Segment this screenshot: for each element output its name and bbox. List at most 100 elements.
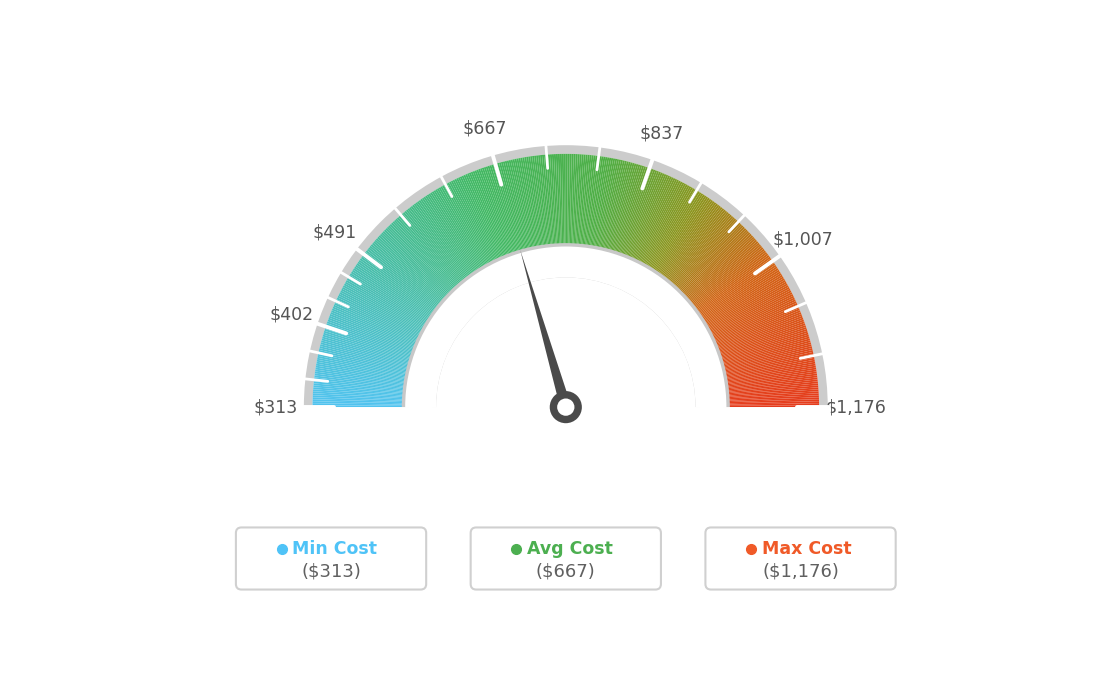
Wedge shape — [359, 260, 435, 315]
Wedge shape — [722, 346, 813, 370]
Wedge shape — [576, 155, 584, 247]
Wedge shape — [348, 277, 428, 326]
Wedge shape — [726, 400, 819, 404]
Wedge shape — [670, 215, 732, 286]
Wedge shape — [622, 170, 656, 257]
Wedge shape — [355, 265, 433, 318]
Wedge shape — [724, 364, 816, 381]
Wedge shape — [718, 325, 806, 356]
Wedge shape — [582, 155, 594, 248]
Wedge shape — [681, 231, 750, 296]
Wedge shape — [720, 337, 809, 364]
Wedge shape — [382, 231, 450, 296]
Wedge shape — [314, 387, 405, 396]
Wedge shape — [710, 296, 794, 337]
Wedge shape — [648, 189, 697, 270]
Wedge shape — [481, 168, 513, 255]
Wedge shape — [726, 397, 819, 402]
Wedge shape — [562, 154, 564, 246]
Wedge shape — [329, 316, 416, 351]
Wedge shape — [491, 164, 520, 254]
Wedge shape — [548, 155, 555, 247]
Wedge shape — [319, 348, 410, 371]
Wedge shape — [609, 164, 637, 253]
Wedge shape — [630, 175, 670, 261]
Wedge shape — [350, 273, 429, 323]
Wedge shape — [335, 303, 420, 342]
Wedge shape — [378, 237, 447, 300]
Text: $313: $313 — [254, 398, 298, 416]
Wedge shape — [486, 166, 517, 255]
Wedge shape — [300, 407, 831, 672]
Wedge shape — [595, 158, 613, 249]
Wedge shape — [705, 284, 788, 330]
Wedge shape — [572, 154, 577, 247]
Text: Min Cost: Min Cost — [293, 540, 378, 558]
Wedge shape — [726, 391, 819, 398]
Wedge shape — [403, 212, 464, 284]
Wedge shape — [672, 217, 735, 288]
Wedge shape — [495, 164, 522, 253]
Wedge shape — [455, 179, 497, 263]
Wedge shape — [596, 158, 615, 250]
Wedge shape — [331, 310, 417, 347]
Wedge shape — [725, 375, 817, 388]
Wedge shape — [699, 265, 776, 318]
Text: $1,176: $1,176 — [825, 398, 887, 416]
Wedge shape — [534, 156, 546, 248]
Wedge shape — [542, 155, 552, 247]
Wedge shape — [723, 354, 814, 375]
Wedge shape — [693, 253, 768, 310]
Wedge shape — [401, 213, 463, 285]
Wedge shape — [703, 275, 783, 324]
Wedge shape — [651, 193, 703, 272]
Wedge shape — [673, 219, 736, 288]
Wedge shape — [312, 393, 405, 400]
Wedge shape — [590, 157, 605, 248]
Wedge shape — [718, 323, 806, 355]
Wedge shape — [638, 181, 681, 264]
Wedge shape — [444, 184, 489, 266]
Wedge shape — [349, 275, 428, 324]
Wedge shape — [701, 270, 779, 321]
Wedge shape — [725, 373, 817, 387]
Wedge shape — [676, 222, 741, 291]
Wedge shape — [312, 400, 405, 404]
Wedge shape — [362, 255, 437, 312]
Wedge shape — [657, 199, 711, 276]
Wedge shape — [692, 250, 766, 308]
Wedge shape — [425, 195, 478, 273]
Wedge shape — [357, 263, 434, 317]
Wedge shape — [692, 252, 767, 310]
Text: ($667): ($667) — [535, 562, 596, 580]
Wedge shape — [417, 201, 473, 277]
Wedge shape — [726, 405, 819, 407]
Text: ($313): ($313) — [301, 562, 361, 580]
Wedge shape — [577, 155, 586, 247]
Wedge shape — [650, 193, 701, 272]
Wedge shape — [312, 405, 405, 407]
Wedge shape — [332, 306, 418, 344]
Wedge shape — [725, 380, 818, 391]
Wedge shape — [316, 364, 407, 381]
Wedge shape — [375, 238, 446, 301]
Wedge shape — [431, 193, 481, 272]
Wedge shape — [701, 271, 781, 322]
Wedge shape — [476, 170, 510, 257]
Wedge shape — [583, 155, 595, 248]
Wedge shape — [627, 173, 665, 259]
Wedge shape — [390, 224, 455, 292]
Wedge shape — [673, 220, 737, 289]
Wedge shape — [629, 175, 668, 260]
Wedge shape — [509, 160, 531, 250]
Wedge shape — [699, 266, 777, 319]
Wedge shape — [573, 154, 580, 247]
Wedge shape — [440, 186, 487, 268]
Wedge shape — [696, 258, 772, 314]
Wedge shape — [314, 382, 406, 392]
Wedge shape — [631, 176, 672, 262]
Wedge shape — [720, 333, 808, 361]
Text: ($1,176): ($1,176) — [762, 562, 839, 580]
Wedge shape — [320, 342, 411, 367]
Wedge shape — [680, 230, 747, 295]
